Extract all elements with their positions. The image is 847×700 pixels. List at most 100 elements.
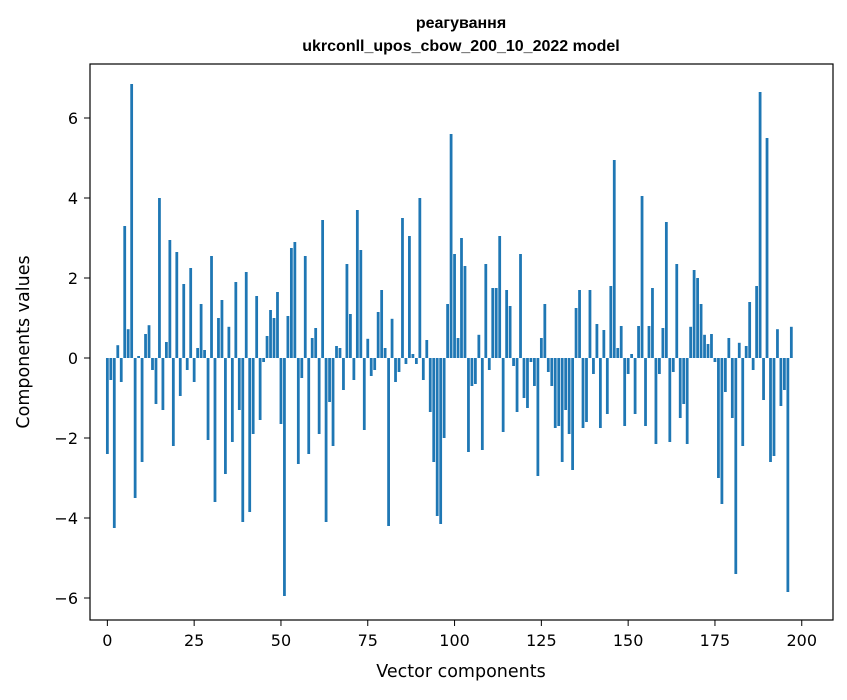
- bar: [411, 354, 415, 358]
- bar: [494, 288, 498, 358]
- bar: [404, 358, 408, 364]
- x-axis-label: Vector components: [376, 662, 545, 682]
- bar: [394, 358, 397, 382]
- bar: [303, 256, 307, 358]
- bar: [119, 358, 123, 382]
- bar: [699, 304, 703, 358]
- bar: [234, 282, 238, 358]
- bar: [359, 250, 363, 358]
- bar: [189, 268, 193, 358]
- bar: [564, 358, 568, 410]
- bar: [199, 304, 203, 358]
- bar: [717, 358, 720, 478]
- bar: [418, 198, 422, 358]
- bar: [237, 358, 241, 410]
- bar: [765, 138, 769, 358]
- x-tick-label: 100: [439, 631, 470, 650]
- bar: [581, 358, 585, 428]
- bar: [508, 306, 512, 358]
- bar: [175, 252, 179, 358]
- bar: [314, 328, 318, 358]
- bar: [637, 326, 640, 358]
- bar: [546, 358, 550, 372]
- bar: [185, 358, 189, 370]
- bar: [779, 358, 783, 406]
- bar: [196, 348, 200, 358]
- bar: [328, 358, 331, 402]
- bar: [387, 358, 390, 526]
- bar: [522, 358, 526, 398]
- bar: [203, 350, 206, 358]
- y-tick-label: −4: [54, 509, 78, 528]
- bar: [744, 346, 748, 358]
- bar: [158, 198, 161, 358]
- bar: [633, 358, 637, 414]
- bar: [501, 358, 505, 432]
- bar: [345, 264, 349, 358]
- bar: [467, 358, 470, 452]
- bar: [588, 290, 592, 358]
- bar: [408, 236, 411, 358]
- bars-group: [105, 84, 793, 596]
- bar: [786, 358, 790, 592]
- bar: [380, 290, 384, 358]
- bar: [352, 358, 356, 380]
- bar: [557, 358, 561, 426]
- bar: [477, 334, 481, 358]
- bar: [300, 358, 304, 378]
- bar: [171, 358, 175, 446]
- bar: [758, 92, 762, 358]
- bar: [366, 338, 370, 358]
- bar: [227, 326, 231, 358]
- bar: [567, 358, 571, 434]
- bar: [487, 358, 491, 370]
- bar: [335, 346, 338, 358]
- bar: [748, 302, 752, 358]
- bar: [137, 356, 140, 358]
- bar: [692, 270, 696, 358]
- bar: [480, 358, 484, 450]
- bar: [206, 358, 210, 440]
- bar: [543, 304, 547, 358]
- bar: [491, 288, 495, 358]
- bar: [105, 358, 109, 454]
- bar: [595, 324, 599, 358]
- bar: [116, 345, 120, 358]
- bar: [703, 334, 706, 358]
- bar: [144, 334, 147, 358]
- plot-frame: [89, 63, 834, 621]
- bar: [317, 358, 321, 434]
- bar: [730, 358, 734, 418]
- bar: [276, 292, 279, 358]
- bar: [262, 358, 265, 362]
- x-tick-label: 0: [102, 631, 112, 650]
- bar: [307, 358, 311, 454]
- x-tick-label: 50: [271, 631, 291, 650]
- bar: [338, 348, 342, 358]
- bar: [220, 300, 224, 358]
- bar: [776, 329, 779, 358]
- bar: [453, 254, 456, 358]
- bar: [519, 254, 522, 358]
- bar: [598, 358, 602, 428]
- bar: [689, 326, 693, 358]
- bar: [609, 286, 613, 358]
- bar: [244, 272, 248, 358]
- y-tick-label: −2: [54, 429, 78, 448]
- y-tick-label: 0: [68, 349, 78, 368]
- bar: [397, 358, 401, 372]
- bar: [265, 336, 269, 358]
- bar: [505, 290, 509, 358]
- bar: [460, 238, 463, 358]
- bar: [168, 240, 172, 358]
- bar: [439, 358, 443, 524]
- bar: [463, 266, 467, 358]
- bar: [571, 358, 574, 470]
- bar: [213, 358, 217, 502]
- x-tick-label: 75: [358, 631, 378, 650]
- bar: [289, 248, 293, 358]
- bar: [696, 278, 699, 358]
- bar: [612, 160, 616, 358]
- bar: [241, 358, 245, 522]
